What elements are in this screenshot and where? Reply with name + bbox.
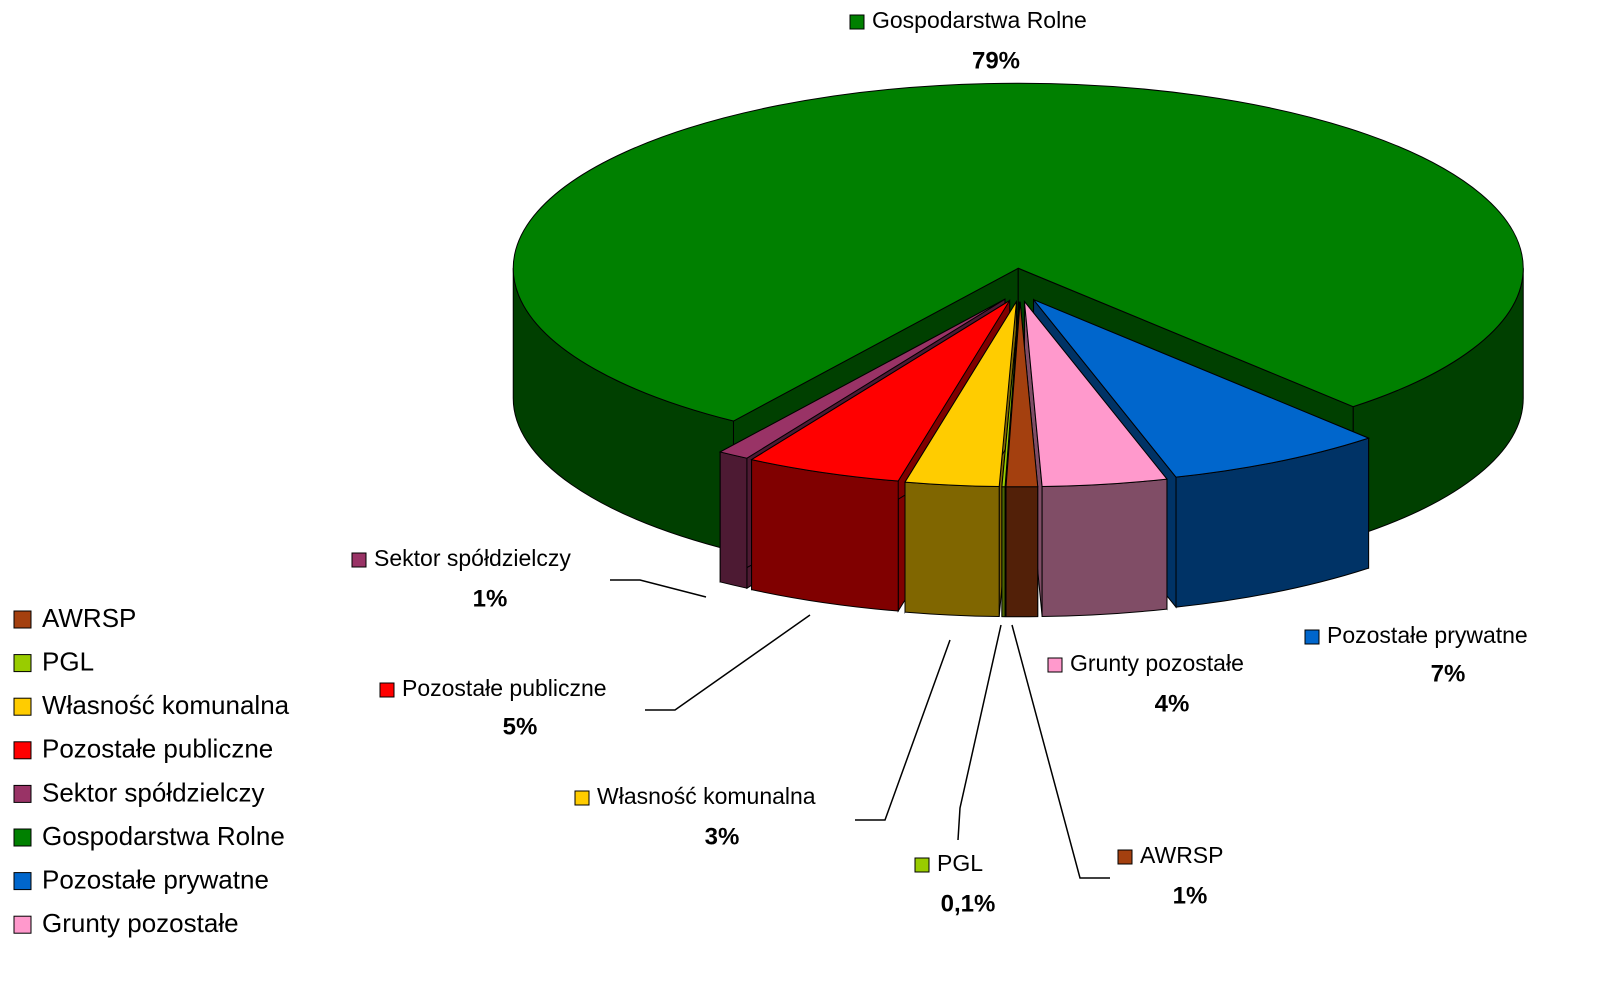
label-swatch <box>849 14 865 30</box>
data-label-value: 1% <box>1173 882 1208 909</box>
leader-line <box>610 579 707 598</box>
legend-swatch <box>13 610 32 629</box>
data-label-name: Własność komunalna <box>597 783 816 809</box>
label-swatch <box>1117 849 1133 865</box>
leader-line <box>1011 624 1110 879</box>
data-label-name: Pozostałe prywatne <box>1327 622 1528 648</box>
legend-label: Pozostałe prywatne <box>42 864 269 894</box>
data-label-name: Pozostałe publiczne <box>402 675 607 701</box>
data-label-value: 4% <box>1155 690 1190 717</box>
slice <box>1023 299 1168 487</box>
data-label-name: Sektor spółdzielczy <box>374 545 571 571</box>
label-swatch <box>1304 629 1320 645</box>
legend-label: Pozostałe publiczne <box>42 734 273 764</box>
slice-wall <box>1041 478 1168 617</box>
label-swatch <box>574 790 590 806</box>
slice-wall <box>1005 486 1039 618</box>
slice <box>1005 301 1039 488</box>
data-label-name: PGL <box>937 850 983 876</box>
legend-swatch <box>13 872 32 891</box>
legend-swatch <box>13 654 32 673</box>
leader-line <box>855 639 951 821</box>
slice <box>718 298 1006 459</box>
data-label-name: AWRSP <box>1140 842 1224 868</box>
legend-swatch <box>13 828 32 847</box>
slice <box>512 82 1524 422</box>
leader-line <box>957 624 1002 841</box>
label-swatch <box>914 857 930 873</box>
data-label-value: 1% <box>473 585 508 612</box>
data-label-value: 3% <box>705 823 740 850</box>
data-label-name: Gospodarstwa Rolne <box>872 7 1087 33</box>
legend-swatch <box>13 741 32 760</box>
leader-line <box>645 614 811 711</box>
data-label-value: 79% <box>972 47 1020 74</box>
slice <box>750 300 1011 482</box>
legend-swatch <box>13 697 32 716</box>
slice-wall <box>719 451 748 589</box>
legend-label: Sektor spółdzielczy <box>42 777 265 807</box>
slice-wall <box>904 481 1000 618</box>
legend-label: Grunty pozostałe <box>42 908 239 938</box>
slice <box>1033 299 1371 478</box>
legend-label: Gospodarstwa Rolne <box>42 821 285 851</box>
slice-wall <box>751 459 899 612</box>
legend-label: AWRSP <box>42 603 136 633</box>
slice-wall <box>1001 486 1006 618</box>
label-swatch <box>1047 657 1063 673</box>
data-label-value: 5% <box>503 713 538 740</box>
legend-swatch <box>13 915 32 934</box>
data-label-value: 7% <box>1431 660 1466 687</box>
legend-label: Własność komunalna <box>42 690 290 720</box>
slice <box>904 301 1017 488</box>
label-swatch <box>351 552 367 568</box>
label-swatch <box>379 682 395 698</box>
legend-swatch <box>13 784 32 803</box>
slice <box>1001 301 1020 488</box>
data-label-name: Grunty pozostałe <box>1070 650 1244 676</box>
legend-label: PGL <box>42 646 94 676</box>
data-label-value: 0,1% <box>941 890 996 917</box>
